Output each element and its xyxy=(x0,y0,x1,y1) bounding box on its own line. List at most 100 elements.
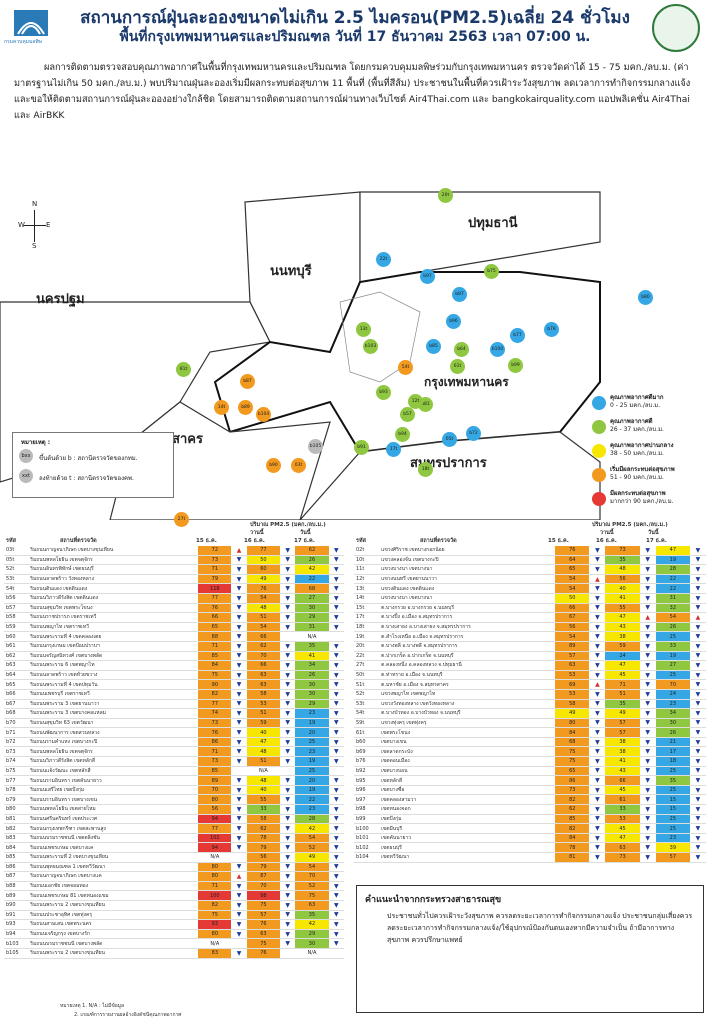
station-code: 27t xyxy=(354,660,380,671)
table-row: b62 ริมถนนจรัญสนิทวงศ์ เขตบางพลัด 85 ▼ 70 ▼ 41… xyxy=(4,651,344,662)
trend-arrow-icon: ▼ xyxy=(231,794,247,806)
station-code: 54t xyxy=(354,708,380,719)
table-row: b70 ริมถนนสุขุมวิท 63 เขตวัฒนา 73 ▼ 59 ▼ 19 ▼ xyxy=(4,718,344,729)
value-d16: 55 xyxy=(605,603,640,614)
trend-arrow-icon: ▼ xyxy=(279,842,296,853)
value-d16: 59 xyxy=(246,718,280,729)
trend-arrow-icon: ▼ xyxy=(328,871,344,882)
trend-arrow-icon: ▼ xyxy=(328,546,344,556)
aqi-legend-label: คุณภาพอากาศดีมาก xyxy=(610,394,664,401)
value-d16: 50 xyxy=(246,555,280,566)
station-code: b71 xyxy=(4,727,29,738)
station-marker: 20t xyxy=(438,188,453,203)
value-d17: 68 xyxy=(295,583,329,594)
station-marker: 61t xyxy=(450,359,465,374)
value-d15: 85 xyxy=(198,651,232,662)
value-d16: 53 xyxy=(246,699,280,710)
trend-arrow-icon: ▼ xyxy=(639,785,656,796)
trend-arrow-icon: ▼ xyxy=(689,651,706,662)
map-legend: หมายเหตุ : bxx ขึ้นต้นด้วย b : สถานีตรวจ… xyxy=(12,432,174,498)
value-d15: 94 xyxy=(198,814,232,825)
value-d17: 27 xyxy=(295,593,329,604)
trend-arrow-icon: ▼ xyxy=(328,699,344,710)
trend-arrow-icon xyxy=(279,631,296,642)
value-d16: 35 xyxy=(605,699,640,710)
aqi-legend-item: มีผลกระทบต่อสุขภาพ มากกว่า 90 มคก./ลบ.ม. xyxy=(592,490,710,514)
station-name: ริมถนนแจ้งวัฒนะ เขตหลักสี่ xyxy=(28,766,199,777)
station-name: แขวงคลองจั่น เขตบางกะปิ xyxy=(379,555,556,566)
value-d16: 54 xyxy=(246,622,280,633)
trend-arrow-icon: ▲ xyxy=(589,679,606,690)
station-marker: 81t xyxy=(176,362,191,377)
station-name: ต.บางพลี อ.บางพลี จ.สมุทรปราการ xyxy=(379,641,556,652)
trend-arrow-icon: ▼ xyxy=(689,593,706,604)
value-d17: 27 xyxy=(655,660,690,671)
value-d15: 73 xyxy=(555,785,590,796)
station-name: ริมถนนประชาอุทิศ เขตทุ่งครุ xyxy=(28,910,199,921)
value-d16: 45 xyxy=(605,823,640,834)
aqi-legend-text: คุณภาพอากาศดี 26 - 37 มคก./ลบ.ม. xyxy=(610,418,664,434)
trend-arrow-icon: ▼ xyxy=(589,546,606,556)
trend-arrow-icon: ▼ xyxy=(639,660,656,671)
pcd-logo-icon xyxy=(14,10,48,36)
value-d16: 98 xyxy=(246,890,280,901)
pcd-logo-text: กรมควบคุมมลพิษ xyxy=(4,39,42,45)
value-d16: 35 xyxy=(605,555,640,566)
station-name: เขตมีนบุรี xyxy=(379,823,556,834)
trend-arrow-icon: ▼ xyxy=(231,737,247,748)
value-d16: 78 xyxy=(246,833,280,844)
trend-arrow-icon: ▼ xyxy=(279,718,296,729)
trend-arrow-icon: ▲ xyxy=(589,574,606,585)
value-d17: 31 xyxy=(295,622,329,633)
station-marker: 54t xyxy=(398,360,413,375)
station-name: เขตคันนายาว xyxy=(379,833,556,844)
trend-arrow-icon: ▼ xyxy=(328,593,344,604)
map-legend-title: หมายเหตุ : xyxy=(21,439,51,446)
trend-arrow-icon: ▼ xyxy=(689,833,706,844)
station-name: ริมถนนบรมราชชนนี เขตบางพลัด xyxy=(28,938,199,949)
table-row: b94 ริมถนนเจริญกรุง เขตบางรัก 80 ▼ 63 ▼ 29 ▼ xyxy=(4,929,344,940)
table-row: b88 ริมถนนเอกชัย เขตจอมทอง 71 ▼ 70 ▼ 52 ▼ xyxy=(4,881,344,892)
station-name: ริมถนนพระรามที่ 4 เขตคลองเตย xyxy=(28,631,199,642)
station-name: ริมถนนพระราม 3 เขตยานนาวา xyxy=(28,699,199,710)
trend-arrow-icon: ▼ xyxy=(639,727,656,738)
value-d16: 63 xyxy=(246,679,280,690)
station-name: ต.บางเสาธง อ.บางเสาธง จ.สมุทรปราการ xyxy=(379,622,556,633)
station-code: 61t xyxy=(354,727,380,738)
value-d17: 33 xyxy=(655,641,690,652)
compass-icon: N W E S xyxy=(18,200,52,252)
value-d16: 38 xyxy=(605,737,640,748)
station-code: b82 xyxy=(4,823,29,834)
trend-arrow-icon: ▼ xyxy=(328,670,344,681)
aqi-legend-range: 0 - 25 มคก./ลบ.ม. xyxy=(610,402,661,409)
value-d16: 76 xyxy=(246,948,280,959)
trend-arrow-icon: ▼ xyxy=(639,842,656,853)
value-d16: 58 xyxy=(246,814,280,825)
trend-arrow-icon: ▼ xyxy=(689,574,706,585)
station-marker: b75 xyxy=(484,264,499,279)
trend-arrow-icon: ▼ xyxy=(231,631,247,642)
station-name: ริมถนนสุขุมวิท 63 เขตวัฒนา xyxy=(28,718,199,729)
station-table-left: 03t ริมถนนกาญจนาภิเษก เขตบางขุนเทียน 72 ▲ 77… xyxy=(4,546,344,959)
compass-e: E xyxy=(46,221,51,229)
value-d15: 83 xyxy=(198,948,232,959)
trend-arrow-icon: ▼ xyxy=(279,900,296,911)
trend-arrow-icon: ▼ xyxy=(689,546,706,556)
station-name: ริมถนนกรุงเกษม เขตป้อมปราบฯ xyxy=(28,641,199,652)
value-d16: 76 xyxy=(246,583,280,594)
station-code: 22t xyxy=(354,651,380,662)
trend-arrow-icon: ▼ xyxy=(639,823,656,834)
trend-arrow-icon: ▼ xyxy=(231,833,247,844)
trend-arrow-icon: ▼ xyxy=(279,574,296,585)
value-d15: 84 xyxy=(555,727,590,738)
trend-arrow-icon: ▼ xyxy=(589,766,606,777)
value-d15: 65 xyxy=(198,622,232,633)
value-d17: 20 xyxy=(295,727,329,738)
value-d15: 84 xyxy=(198,660,232,671)
station-name: เขตหนองจอก xyxy=(379,804,556,815)
trend-arrow-icon: ▼ xyxy=(279,814,296,825)
station-name: เขตบางบอน xyxy=(379,766,556,777)
trend-arrow-icon: ▼ xyxy=(231,593,247,604)
trend-arrow-icon: ▼ xyxy=(231,612,247,623)
trend-arrow-icon: ▼ xyxy=(328,651,344,662)
